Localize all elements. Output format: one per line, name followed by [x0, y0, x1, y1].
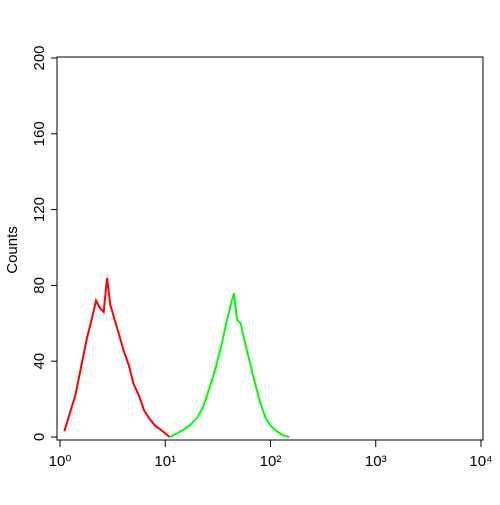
y-tick-label: 160	[31, 121, 48, 146]
x-tick-label: 10²	[260, 453, 282, 470]
y-tick-label: 40	[31, 353, 48, 370]
y-tick-label: 0	[31, 433, 48, 441]
y-tick-label: 120	[31, 197, 48, 222]
x-tick-label: 10⁴	[469, 453, 492, 470]
x-tick-label: 10¹	[154, 453, 176, 470]
histogram-line	[63, 277, 171, 438]
y-axis-label: Counts	[4, 226, 21, 274]
y-tick-label: 200	[31, 45, 48, 70]
y-tick-label: 80	[31, 277, 48, 294]
histogram-line	[169, 292, 290, 438]
x-tick-label: 10³	[365, 453, 387, 470]
plot-frame	[56, 56, 484, 441]
x-tick-label: 10⁰	[49, 453, 72, 470]
